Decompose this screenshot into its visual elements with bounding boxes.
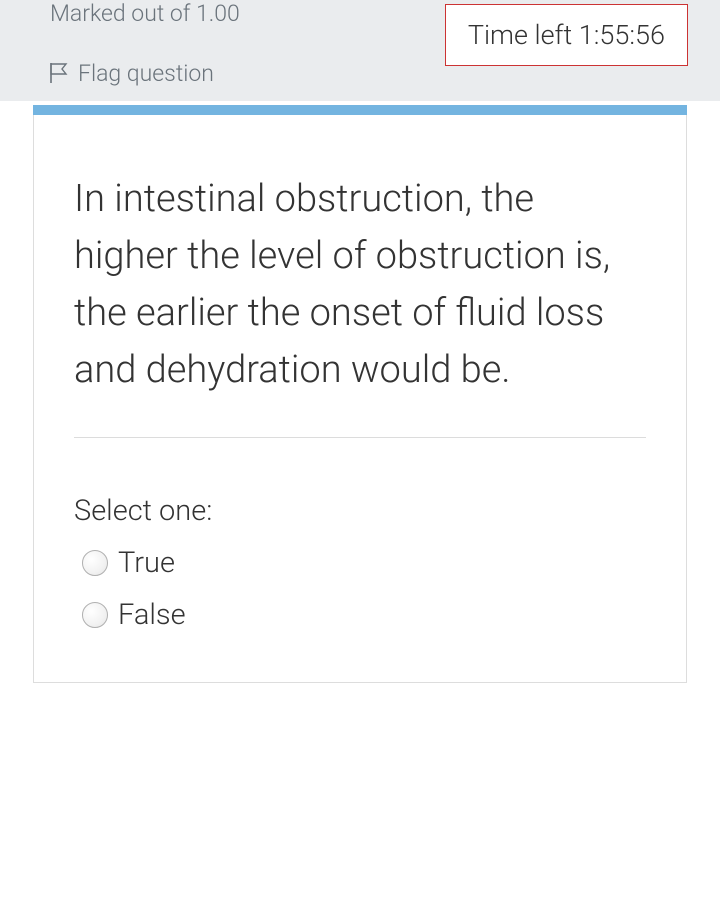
option-false[interactable]: False — [82, 598, 646, 632]
timer-box: Time left 1:55:56 — [445, 4, 688, 66]
question-header: Marked out of 1.00 Flag question Time le… — [0, 0, 720, 101]
question-card: In intestinal obstruction, the higher th… — [33, 115, 687, 683]
option-true[interactable]: True — [82, 546, 646, 580]
flag-icon — [50, 62, 68, 84]
accent-strip — [33, 105, 687, 115]
option-true-label: True — [118, 546, 175, 580]
question-text: In intestinal obstruction, the higher th… — [74, 171, 646, 399]
timer-text: Time left 1:55:56 — [468, 19, 665, 51]
radio-false[interactable] — [82, 602, 108, 628]
divider — [74, 437, 646, 438]
flag-question-label: Flag question — [78, 60, 214, 87]
radio-true[interactable] — [82, 550, 108, 576]
select-one-prompt: Select one: — [74, 494, 646, 528]
option-false-label: False — [118, 598, 186, 632]
